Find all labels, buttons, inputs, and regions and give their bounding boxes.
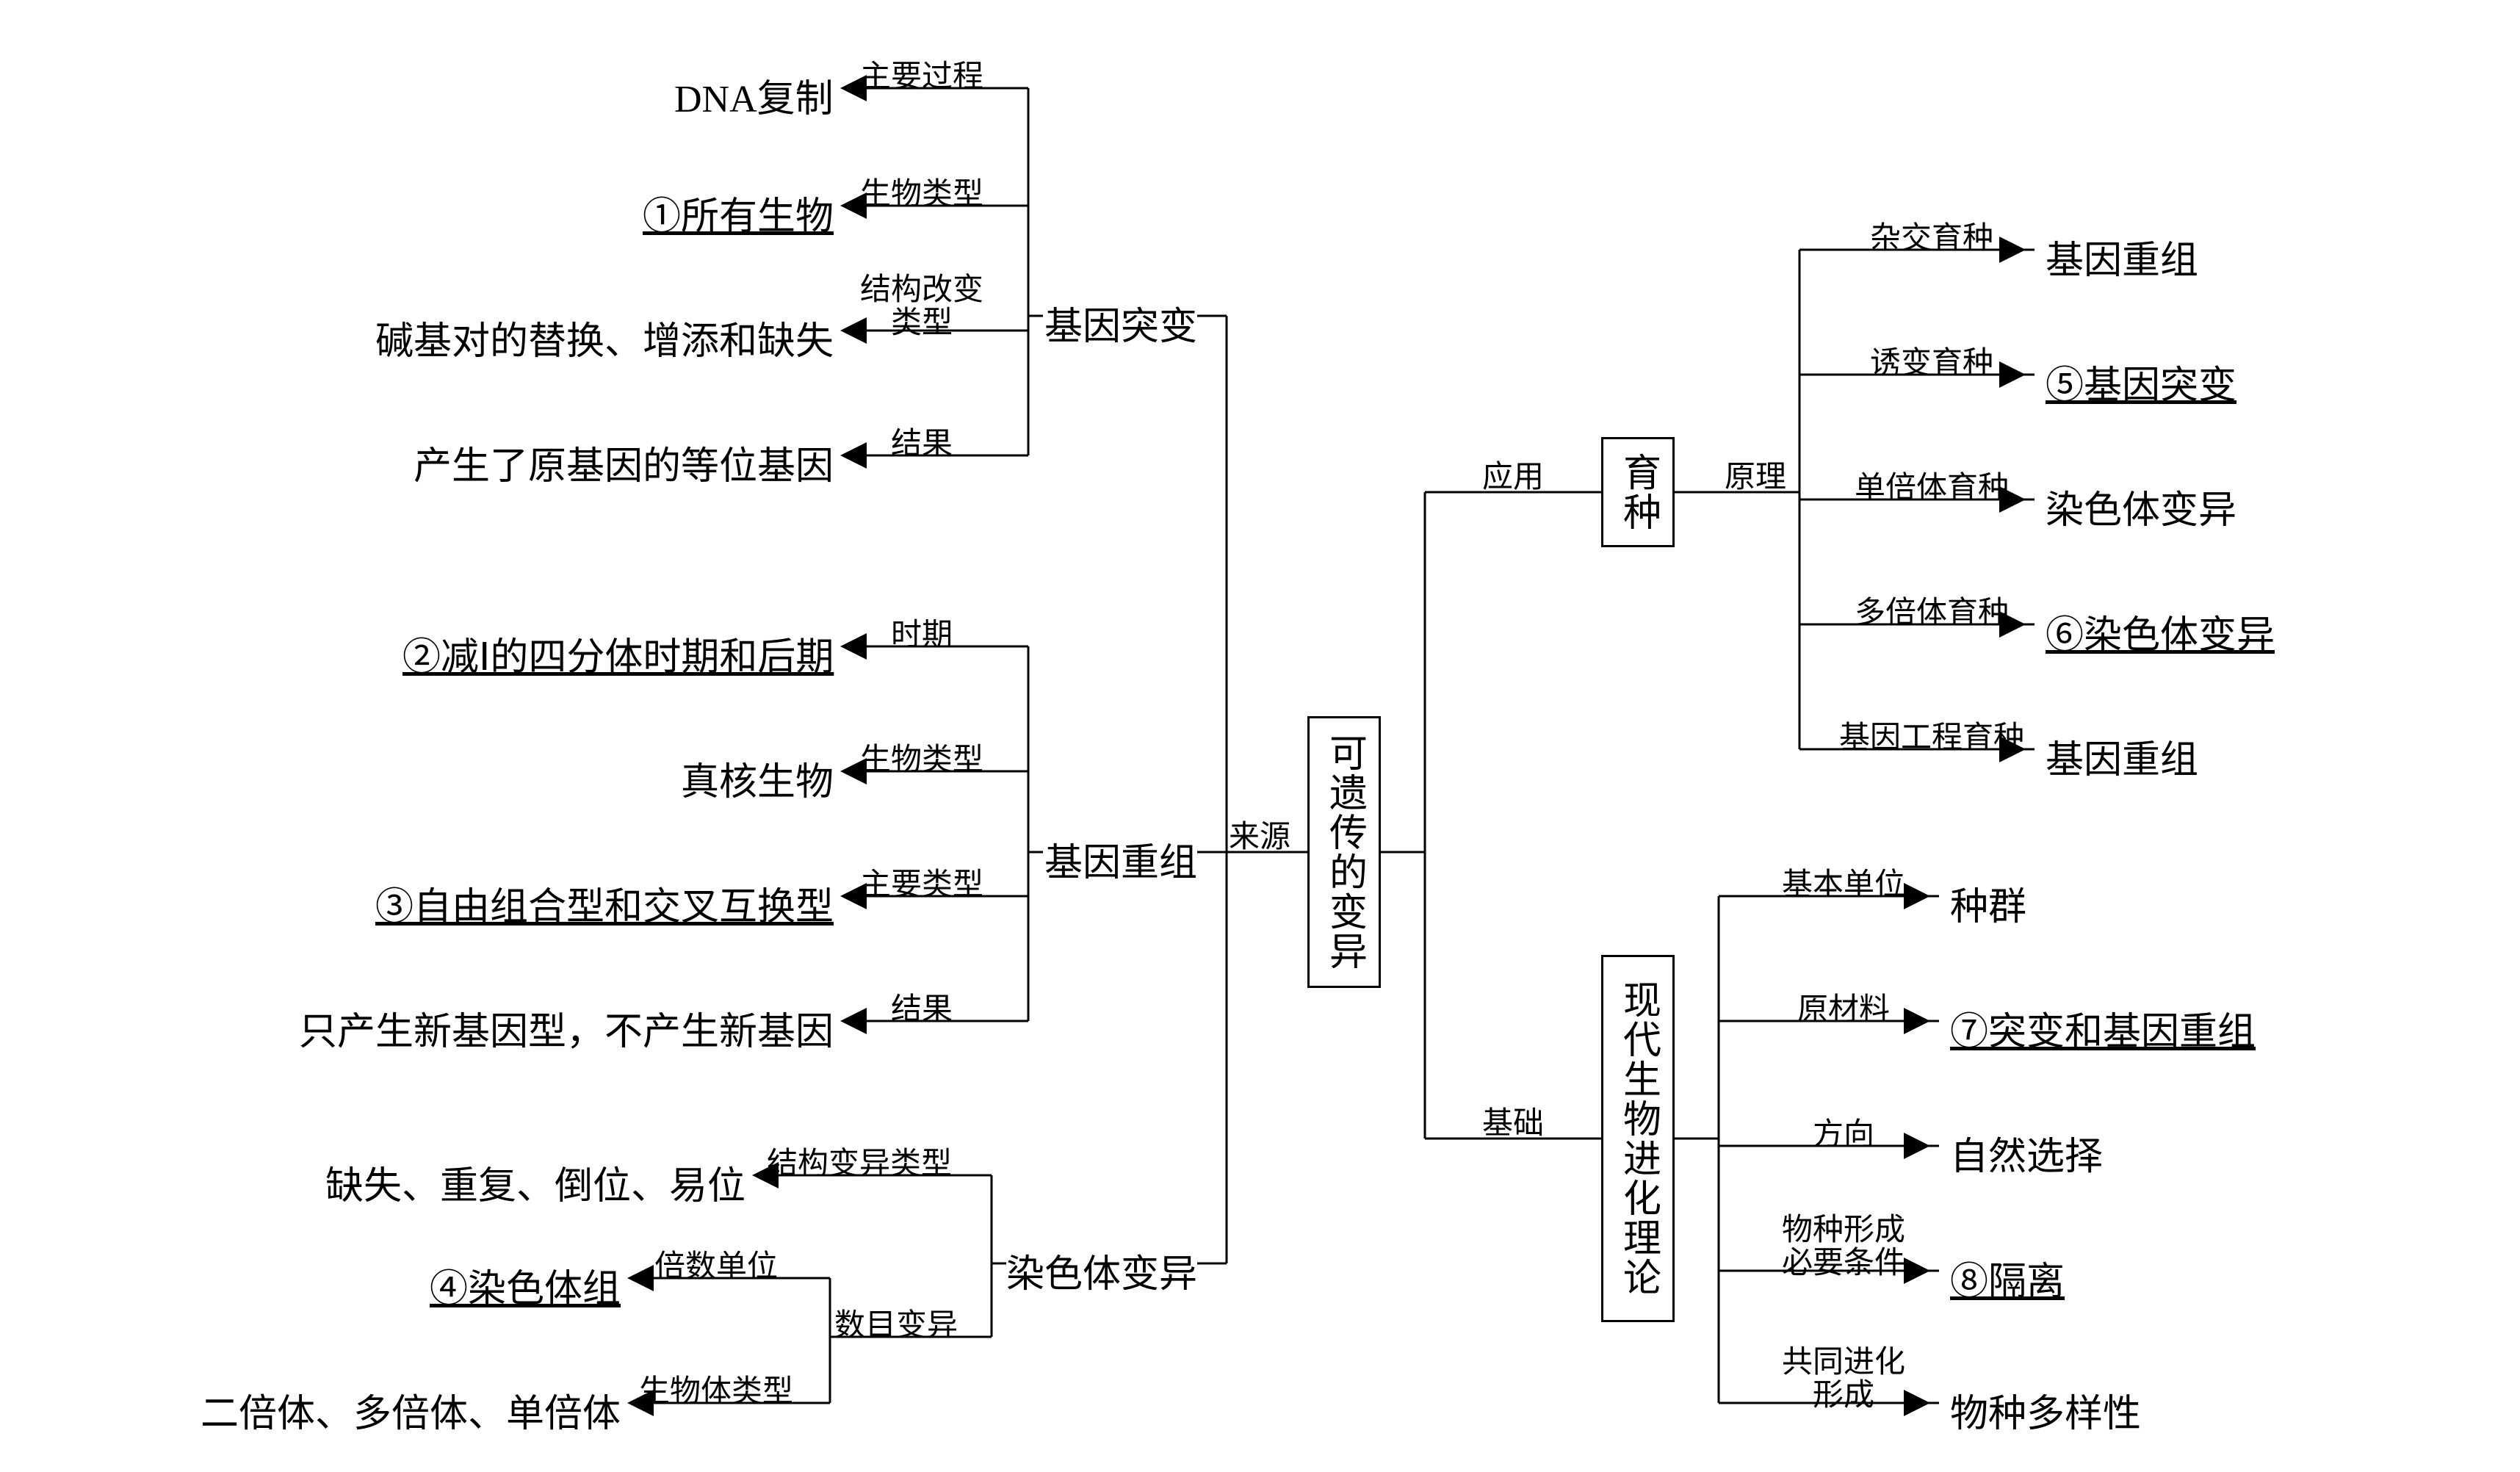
- leaf: ⑤基因突变: [2046, 354, 2236, 409]
- leaf: ③自由组合型和交叉互换型: [375, 876, 834, 931]
- leaf: 基因重组: [2046, 729, 2198, 784]
- leaf: ④染色体组: [430, 1258, 621, 1313]
- edge-numvar: 数目变异: [834, 1300, 958, 1345]
- edge: 主要类型: [860, 859, 983, 904]
- leaf: 真核生物: [681, 751, 834, 806]
- edge: 结果: [891, 984, 953, 1029]
- edge-sources: 来源: [1229, 812, 1290, 856]
- edge: 时期: [891, 610, 953, 654]
- edge-principle: 原理: [1725, 452, 1786, 497]
- leaf: ⑦突变和基因重组: [1950, 1000, 2256, 1056]
- edge: 结构变异类型: [767, 1139, 952, 1183]
- edge: 生物类型: [860, 169, 983, 214]
- edge: 生物体类型: [639, 1366, 793, 1411]
- leaf: 产生了原基因的等位基因: [414, 435, 834, 490]
- cat-chrom: 染色体变异: [1006, 1243, 1197, 1298]
- leaf: DNA复制: [674, 68, 834, 123]
- leaf: 物种多样性: [1950, 1382, 2141, 1437]
- edge: 倍数单位: [654, 1241, 778, 1286]
- leaf: 只产生新基因型，不产生新基因: [299, 1000, 834, 1056]
- leaf: 种群: [1950, 876, 2026, 931]
- leaf: ②减Ⅰ的四分体时期和后期: [402, 626, 834, 681]
- evolution-box: 现代生物进化理论: [1601, 955, 1675, 1322]
- leaf: 缺失、重复、倒位、易位: [325, 1155, 745, 1210]
- edge: 类型: [891, 297, 953, 342]
- edge: 基本单位: [1782, 859, 1905, 904]
- edge: 原材料: [1797, 984, 1890, 1029]
- leaf: 自然选择: [1950, 1125, 2103, 1180]
- edge-app: 应用: [1482, 452, 1544, 497]
- edge: 主要过程: [860, 51, 983, 96]
- cat-mutation: 基因突变: [1044, 295, 1197, 350]
- center-box: 可遗传的变异: [1307, 716, 1381, 988]
- edge: 诱变育种: [1870, 338, 1993, 383]
- leaf: 碱基对的替换、增添和缺失: [375, 310, 834, 365]
- leaf: 染色体变异: [2046, 479, 2236, 534]
- edge: 方向: [1813, 1109, 1874, 1154]
- leaf: ①所有生物: [643, 185, 834, 240]
- edge-basis: 基础: [1482, 1098, 1544, 1143]
- edge: 生物类型: [860, 735, 983, 779]
- breeding-box: 育种: [1601, 437, 1675, 547]
- edge: 多倍体育种: [1855, 588, 2009, 632]
- edge: 单倍体育种: [1855, 463, 2009, 508]
- edge: 必要条件: [1782, 1238, 1905, 1282]
- edge: 杂交育种: [1870, 213, 1993, 258]
- cat-recomb: 基因重组: [1044, 831, 1197, 887]
- edge: 基因工程育种: [1839, 712, 2024, 757]
- leaf: ⑧隔离: [1950, 1250, 2065, 1305]
- leaf: 二倍体、多倍体、单倍体: [201, 1382, 621, 1437]
- edge: 形成: [1813, 1370, 1874, 1415]
- leaf: 基因重组: [2046, 229, 2198, 284]
- leaf: ⑥染色体变异: [2046, 604, 2275, 659]
- edge: 结果: [891, 419, 953, 463]
